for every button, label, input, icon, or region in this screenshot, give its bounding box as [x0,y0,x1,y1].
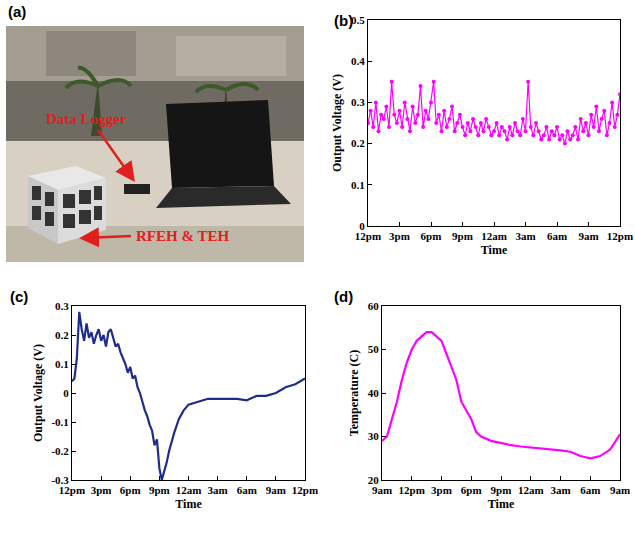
svg-text:12pm: 12pm [355,230,381,242]
svg-text:40: 40 [368,387,380,399]
svg-text:0.4: 0.4 [351,55,365,67]
svg-text:0.1: 0.1 [351,179,365,191]
svg-text:12pm: 12pm [59,484,85,496]
svg-text:6pm: 6pm [461,484,482,496]
svg-text:20: 20 [368,474,380,486]
svg-text:3pm: 3pm [389,230,410,242]
svg-text:0.2: 0.2 [55,329,69,341]
svg-text:Output Voltage (V): Output Voltage (V) [330,74,344,172]
svg-text:Data Logger: Data Logger [46,111,127,127]
svg-text:30: 30 [368,430,380,442]
svg-text:3am: 3am [515,230,535,242]
svg-text:9am: 9am [266,484,286,496]
svg-text:Time: Time [481,243,508,257]
svg-text:6pm: 6pm [421,230,442,242]
svg-text:RFEH & TEH: RFEH & TEH [136,228,229,244]
svg-text:6pm: 6pm [120,484,141,496]
svg-text:-0.2: -0.2 [51,445,69,457]
svg-text:12am: 12am [518,484,544,496]
svg-text:12am: 12am [481,230,507,242]
svg-text:3am: 3am [208,484,228,496]
svg-text:0: 0 [359,220,365,232]
svg-text:3pm: 3pm [431,484,452,496]
svg-text:Time: Time [175,497,202,511]
svg-text:9pm: 9pm [491,484,512,496]
svg-text:(b): (b) [334,12,353,29]
svg-text:Time: Time [488,497,515,511]
svg-text:6am: 6am [237,484,257,496]
svg-text:0.1: 0.1 [55,358,69,370]
svg-text:12am: 12am [176,484,202,496]
svg-text:9pm: 9pm [452,230,473,242]
svg-text:Temperature (C): Temperature (C) [347,350,361,436]
html-text:(a): (a) [8,3,27,20]
svg-text:0: 0 [63,387,69,399]
svg-text:Output Voltage (V): Output Voltage (V) [31,344,45,442]
svg-text:(d): (d) [334,288,353,305]
svg-text:0.3: 0.3 [351,96,365,108]
svg-text:3pm: 3pm [91,484,112,496]
svg-text:9am: 9am [610,484,630,496]
svg-text:-0.3: -0.3 [51,474,69,486]
svg-text:0.2: 0.2 [351,137,365,149]
svg-text:12pm: 12pm [399,484,425,496]
svg-text:-0.1: -0.1 [51,416,68,428]
svg-text:60: 60 [368,300,380,312]
svg-text:6am: 6am [547,230,567,242]
svg-text:(c): (c) [10,288,28,305]
svg-text:0.5: 0.5 [351,14,365,26]
svg-text:9am: 9am [372,484,392,496]
svg-text:9am: 9am [578,230,598,242]
svg-text:0.3: 0.3 [55,300,69,312]
svg-text:12pm: 12pm [292,484,318,496]
svg-text:9pm: 9pm [149,484,170,496]
svg-text:6am: 6am [580,484,600,496]
svg-text:12pm: 12pm [607,230,633,242]
svg-text:50: 50 [368,343,380,355]
svg-text:3am: 3am [550,484,570,496]
